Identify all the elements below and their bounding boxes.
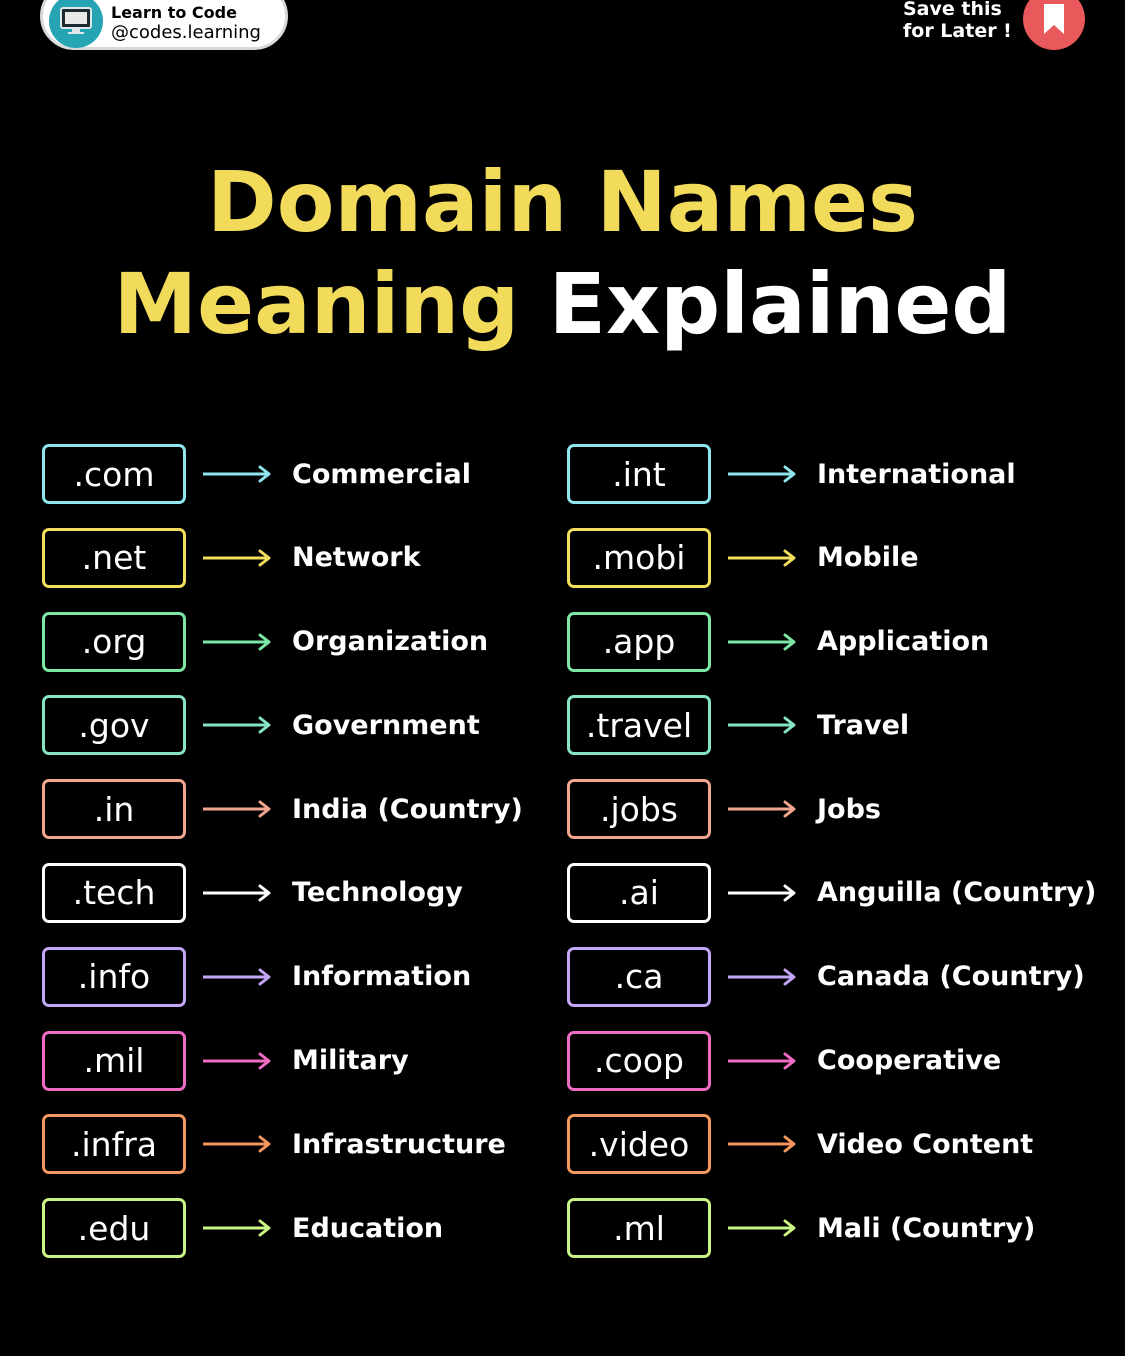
domain-row: .org Organization: [42, 611, 523, 672]
brand-name: Learn to Code: [111, 2, 237, 22]
domain-row: .edu Education: [42, 1198, 523, 1259]
domain-row: .net Network: [42, 527, 523, 588]
arrow-right-icon: [203, 1052, 271, 1070]
domain-row: .infra Infrastructure: [42, 1114, 523, 1175]
arrow-right-icon: [728, 1219, 796, 1237]
meaning-label: Education: [292, 1212, 444, 1244]
arrow-right-icon: [728, 549, 796, 567]
title-line-2: Meaning Explained: [0, 262, 1125, 346]
meaning-label: Anguilla (Country): [817, 877, 1097, 909]
tld-box: .int: [567, 444, 711, 504]
tld-box: .coop: [567, 1030, 711, 1091]
meaning-label: India (Country): [292, 793, 523, 825]
tld-box: .gov: [42, 695, 186, 756]
tld-box: .net: [42, 527, 186, 588]
domain-row: .coop Cooperative: [567, 1030, 1096, 1091]
title-explained: Explained: [548, 255, 1012, 353]
title-line-1: Domain Names: [207, 153, 918, 251]
tld-box: .video: [567, 1114, 711, 1175]
domain-row: .jobs Jobs: [567, 779, 1096, 840]
meaning-label: Government: [292, 709, 480, 741]
tld-box: .ai: [567, 862, 711, 923]
domain-row: .ai Anguilla (Country): [567, 862, 1097, 923]
domain-row: .gov Government: [42, 695, 523, 756]
tld-box: .edu: [42, 1198, 186, 1259]
arrow-right-icon: [728, 1052, 796, 1070]
tld-box: .com: [42, 444, 186, 504]
tld-box: .mobi: [567, 527, 711, 588]
domain-row: .mobi Mobile: [567, 527, 1096, 588]
domain-row: .info Information: [42, 946, 523, 1007]
bookmark-button[interactable]: [1023, 0, 1085, 50]
meaning-label: Mobile: [817, 542, 919, 574]
meaning-label: Application: [817, 626, 990, 658]
tld-box: .tech: [42, 862, 186, 923]
tld-box: .org: [42, 611, 186, 672]
meaning-label: Information: [292, 961, 472, 993]
domain-row: .ml Mali (Country): [567, 1198, 1096, 1259]
save-line-1: Save this: [903, 0, 1002, 20]
domain-row: .tech Technology: [42, 862, 523, 923]
domain-row: .int International: [567, 444, 1096, 504]
tld-box: .mil: [42, 1030, 186, 1091]
meaning-label: Mali (Country): [817, 1212, 1036, 1244]
arrow-right-icon: [728, 465, 796, 483]
meaning-label: Network: [292, 542, 421, 574]
tld-box: .in: [42, 779, 186, 840]
arrow-right-icon: [203, 465, 271, 483]
domain-list-right: .int International .mobi Mobile .app Applicat…: [567, 444, 1096, 1282]
meaning-label: Commercial: [292, 458, 471, 490]
meaning-label: Cooperative: [817, 1045, 1002, 1077]
tld-box: .info: [42, 946, 186, 1007]
meaning-label: Organization: [292, 626, 489, 658]
arrow-right-icon: [728, 884, 796, 902]
save-later-text: Save this for Later !: [903, 0, 1012, 42]
arrow-right-icon: [728, 1135, 796, 1153]
domain-row: .ca Canada (Country): [567, 946, 1096, 1007]
tld-box: .travel: [567, 695, 711, 756]
arrow-right-icon: [203, 633, 271, 651]
domain-row: .mil Military: [42, 1030, 523, 1091]
tld-box: .app: [567, 611, 711, 672]
meaning-label: Infrastructure: [292, 1128, 506, 1160]
tld-box: .ca: [567, 946, 711, 1007]
domain-row: .com Commercial: [42, 444, 523, 504]
domain-row: .video Video Content: [567, 1114, 1096, 1175]
domain-row: .in India (Country): [42, 779, 523, 840]
arrow-right-icon: [728, 716, 796, 734]
meaning-label: Travel: [817, 709, 910, 741]
meaning-label: Technology: [292, 877, 463, 909]
tld-box: .infra: [42, 1114, 186, 1175]
arrow-right-icon: [728, 800, 796, 818]
meaning-label: Jobs: [817, 793, 881, 825]
brand-handle: @codes.learning: [111, 21, 261, 43]
arrow-right-icon: [203, 800, 271, 818]
meaning-label: Video Content: [817, 1128, 1034, 1160]
title-meaning: Meaning: [113, 255, 520, 353]
meaning-label: Canada (Country): [817, 961, 1085, 993]
meaning-label: Military: [292, 1045, 409, 1077]
tld-box: .ml: [567, 1198, 711, 1259]
tld-box: .jobs: [567, 779, 711, 840]
bookmark-icon: [1044, 4, 1064, 34]
domain-row: .app Application: [567, 611, 1096, 672]
save-line-2: for Later !: [903, 20, 1012, 42]
arrow-right-icon: [203, 1219, 271, 1237]
arrow-right-icon: [203, 884, 271, 902]
brand-text: Learn to Code @codes.learning: [111, 3, 261, 44]
arrow-right-icon: [728, 968, 796, 986]
meaning-label: International: [817, 458, 1016, 490]
arrow-right-icon: [203, 1135, 271, 1153]
arrow-right-icon: [728, 633, 796, 651]
brand-badge[interactable]: Learn to Code @codes.learning: [40, 0, 288, 50]
arrow-right-icon: [203, 716, 271, 734]
domain-list-left: .com Commercial .net Network .org Organizatio…: [42, 444, 523, 1282]
domain-row: .travel Travel: [567, 695, 1096, 756]
arrow-right-icon: [203, 549, 271, 567]
computer-logo-icon: [49, 0, 103, 48]
arrow-right-icon: [203, 968, 271, 986]
